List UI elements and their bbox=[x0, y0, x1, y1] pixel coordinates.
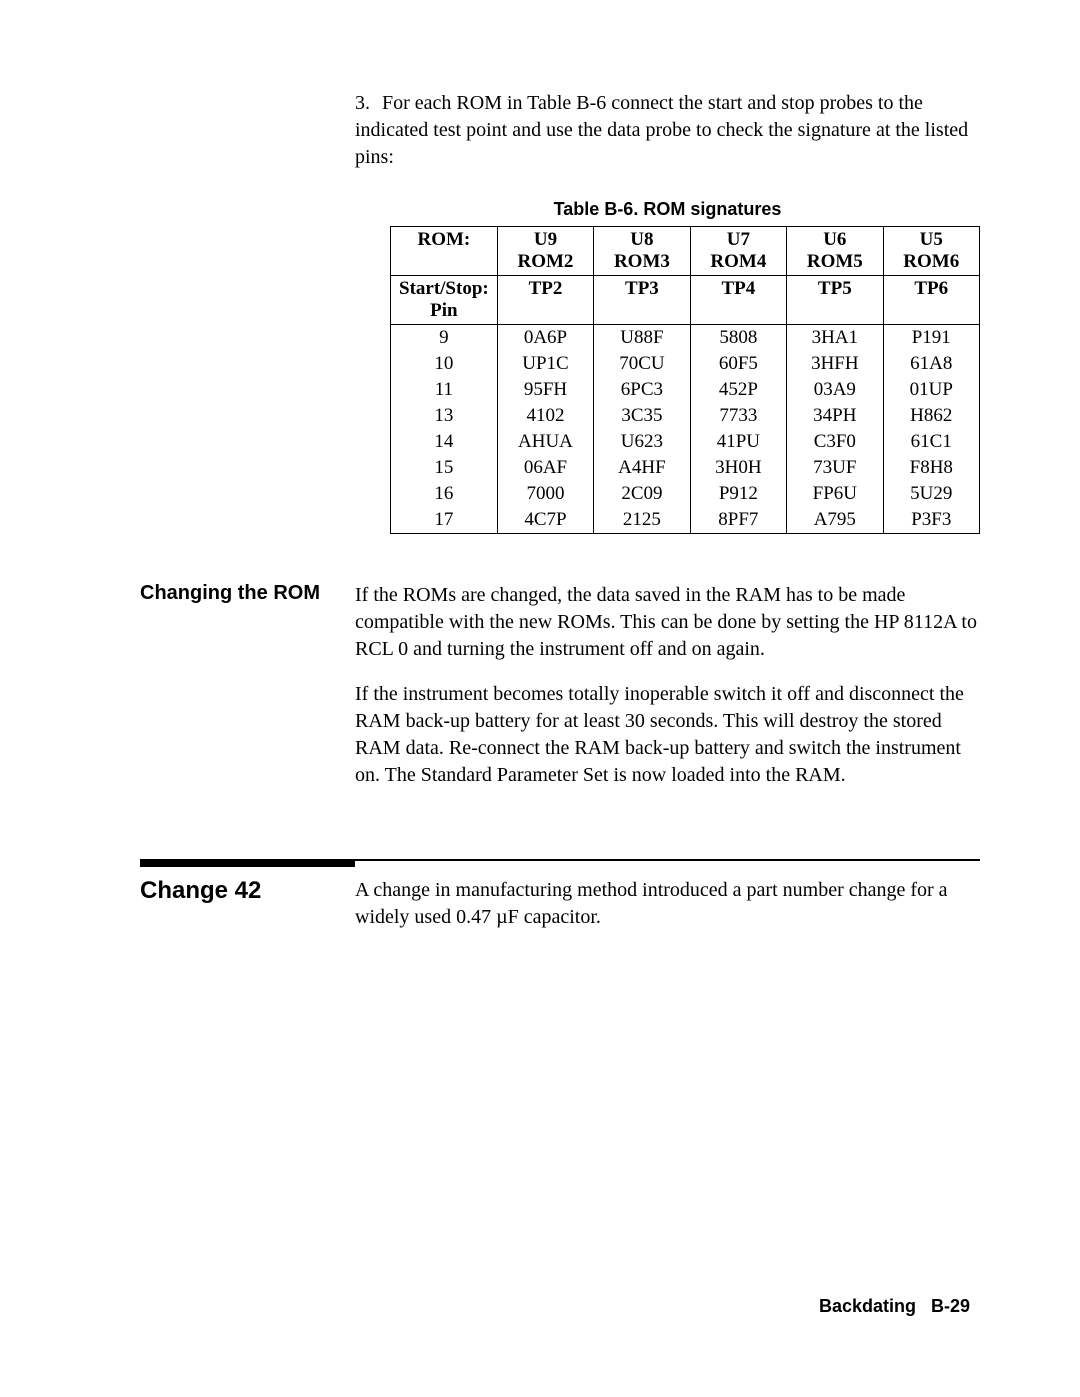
value-cell: U623 bbox=[594, 429, 690, 455]
change-42-section: Change 42 A change in manufacturing meth… bbox=[140, 877, 980, 949]
value-cell: 3C35 bbox=[594, 403, 690, 429]
tp6: TP6 bbox=[883, 276, 979, 325]
value-cell: 3HA1 bbox=[787, 325, 883, 352]
value-cell: 452P bbox=[690, 377, 786, 403]
changing-rom-body: If the ROMs are changed, the data saved … bbox=[355, 582, 980, 807]
table-row: 1341023C35773334PHH862 bbox=[391, 403, 980, 429]
pin-cell: 13 bbox=[391, 403, 498, 429]
pin-cell: 9 bbox=[391, 325, 498, 352]
value-cell: P191 bbox=[883, 325, 979, 352]
pin-cell: 15 bbox=[391, 455, 498, 481]
value-cell: 06AF bbox=[497, 455, 593, 481]
value-cell: F8H8 bbox=[883, 455, 979, 481]
col-u7: U7 ROM4 bbox=[690, 227, 786, 276]
value-cell: 8PF7 bbox=[690, 507, 786, 534]
intro-paragraph: 3. For each ROM in Table B-6 connect the… bbox=[355, 90, 980, 171]
value-cell: 0A6P bbox=[497, 325, 593, 352]
value-cell: 5808 bbox=[690, 325, 786, 352]
value-cell: U88F bbox=[594, 325, 690, 352]
change-42-heading: Change 42 bbox=[140, 877, 355, 949]
col-u8: U8 ROM3 bbox=[594, 227, 690, 276]
table-row: 1195FH6PC3452P03A901UP bbox=[391, 377, 980, 403]
value-cell: UP1C bbox=[497, 351, 593, 377]
table-row: 1506AFA4HF3H0H73UFF8H8 bbox=[391, 455, 980, 481]
value-cell: 2125 bbox=[594, 507, 690, 534]
table-row: 174C7P21258PF7A795P3F3 bbox=[391, 507, 980, 534]
change-42-p1: A change in manufacturing method introdu… bbox=[355, 877, 980, 931]
table-header-row-1: ROM: U9 ROM2 U8 ROM3 U7 ROM4 U6 ROM5 U5 … bbox=[391, 227, 980, 276]
changing-rom-heading: Changing the ROM bbox=[140, 582, 355, 807]
table-row: 14AHUAU62341PUC3F061C1 bbox=[391, 429, 980, 455]
pin-cell: 10 bbox=[391, 351, 498, 377]
value-cell: H862 bbox=[883, 403, 979, 429]
value-cell: 41PU bbox=[690, 429, 786, 455]
col-u5: U5 ROM6 bbox=[883, 227, 979, 276]
tp5: TP5 bbox=[787, 276, 883, 325]
section-divider-bar bbox=[140, 859, 355, 867]
value-cell: 6PC3 bbox=[594, 377, 690, 403]
pin-cell: 11 bbox=[391, 377, 498, 403]
value-cell: 34PH bbox=[787, 403, 883, 429]
change-42-body: A change in manufacturing method introdu… bbox=[355, 877, 980, 949]
value-cell: AHUA bbox=[497, 429, 593, 455]
changing-rom-section: Changing the ROM If the ROMs are changed… bbox=[140, 582, 980, 807]
value-cell: 95FH bbox=[497, 377, 593, 403]
value-cell: 73UF bbox=[787, 455, 883, 481]
value-cell: 4102 bbox=[497, 403, 593, 429]
value-cell: A795 bbox=[787, 507, 883, 534]
table-row: 90A6PU88F58083HA1P191 bbox=[391, 325, 980, 352]
table-row: 10UP1C70CU60F53HFH61A8 bbox=[391, 351, 980, 377]
value-cell: 01UP bbox=[883, 377, 979, 403]
changing-rom-p2: If the instrument becomes totally inoper… bbox=[355, 681, 980, 789]
value-cell: P912 bbox=[690, 481, 786, 507]
table-caption: Table B-6. ROM signatures bbox=[355, 199, 980, 220]
value-cell: 61C1 bbox=[883, 429, 979, 455]
value-cell: 61A8 bbox=[883, 351, 979, 377]
value-cell: P3F3 bbox=[883, 507, 979, 534]
changing-rom-p1: If the ROMs are changed, the data saved … bbox=[355, 582, 980, 663]
rom-label-cell: ROM: bbox=[391, 227, 498, 276]
pin-cell: 14 bbox=[391, 429, 498, 455]
pin-cell: 17 bbox=[391, 507, 498, 534]
value-cell: 3H0H bbox=[690, 455, 786, 481]
startstop-pin-label: Start/Stop: Pin bbox=[391, 276, 498, 325]
rom-signatures-table: ROM: U9 ROM2 U8 ROM3 U7 ROM4 U6 ROM5 U5 … bbox=[390, 226, 980, 534]
tp2: TP2 bbox=[497, 276, 593, 325]
value-cell: FP6U bbox=[787, 481, 883, 507]
value-cell: 70CU bbox=[594, 351, 690, 377]
col-u9: U9 ROM2 bbox=[497, 227, 593, 276]
value-cell: A4HF bbox=[594, 455, 690, 481]
value-cell: 4C7P bbox=[497, 507, 593, 534]
value-cell: 03A9 bbox=[787, 377, 883, 403]
value-cell: 7000 bbox=[497, 481, 593, 507]
intro-text: For each ROM in Table B-6 connect the st… bbox=[355, 92, 968, 168]
value-cell: 60F5 bbox=[690, 351, 786, 377]
intro-number: 3. bbox=[355, 90, 377, 117]
table-header-row-2: Start/Stop: Pin TP2 TP3 TP4 TP5 TP6 bbox=[391, 276, 980, 325]
pin-cell: 16 bbox=[391, 481, 498, 507]
value-cell: C3F0 bbox=[787, 429, 883, 455]
tp4: TP4 bbox=[690, 276, 786, 325]
tp3: TP3 bbox=[594, 276, 690, 325]
value-cell: 5U29 bbox=[883, 481, 979, 507]
value-cell: 7733 bbox=[690, 403, 786, 429]
value-cell: 2C09 bbox=[594, 481, 690, 507]
col-u6: U6 ROM5 bbox=[787, 227, 883, 276]
table-row: 1670002C09P912FP6U5U29 bbox=[391, 481, 980, 507]
value-cell: 3HFH bbox=[787, 351, 883, 377]
page-footer: Backdating B-29 bbox=[819, 1296, 970, 1317]
